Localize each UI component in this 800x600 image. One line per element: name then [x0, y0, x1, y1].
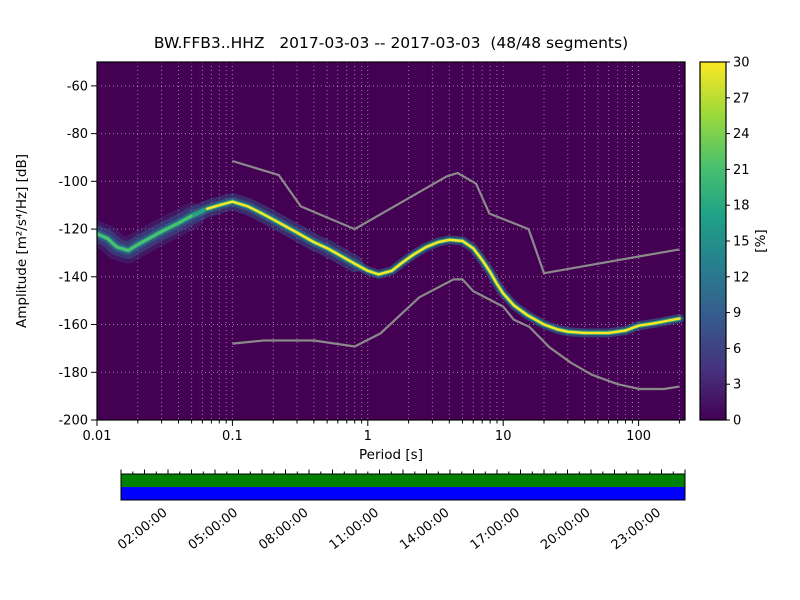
plot-content: [97, 159, 684, 391]
y-tick-label: -180: [58, 366, 88, 381]
nhnm-noise-model-line: [232, 159, 680, 275]
colorbar-tick-label: 24: [733, 127, 750, 142]
timeline-tick-label: 05:00:00: [186, 505, 241, 553]
chart-title: BW.FFB3..HHZ 2017-03-03 -- 2017-03-03 (4…: [154, 34, 628, 52]
colorbar-tick-label: 12: [733, 270, 750, 285]
timeline-stripe-bottom: [121, 487, 685, 500]
x-tick-label: 0.1: [222, 429, 243, 444]
colorbar-tick-label: 3: [733, 378, 741, 393]
x-tick-label: 100: [626, 429, 651, 444]
ppsd-band-layer-5: [97, 214, 193, 252]
x-axis-title: Period [s]: [359, 447, 423, 463]
timeline-tick-label: 08:00:00: [256, 505, 311, 553]
timeline-bar: 02:00:00 05:00:00 08:00:00 11:00:00 14:00:00…: [115, 469, 686, 553]
plot-background: [97, 62, 685, 420]
y-tick-label: -100: [58, 175, 88, 190]
y-tick-label: -60: [67, 79, 88, 94]
x-tick-label: 10: [495, 429, 512, 444]
colorbar-title: [%]: [753, 229, 769, 252]
colorbar-tick-label: 18: [733, 199, 750, 214]
chart-dynamic-layer: 0.01 0.1 1 10 100-60-80-100-120-140-160-180-…: [58, 56, 749, 554]
plot-frame: [96, 61, 686, 421]
colorbar-tick-label: 0: [733, 414, 741, 429]
colorbar-tick-label: 27: [733, 91, 750, 106]
timeline-tick-label: 02:00:00: [115, 505, 170, 553]
x-tick-label: 1: [364, 429, 372, 444]
timeline-tick-label: 11:00:00: [327, 505, 382, 553]
colorbar-tick-label: 15: [733, 235, 750, 250]
timeline-stripe-top: [121, 474, 685, 487]
timeline-tick-label: 14:00:00: [397, 505, 452, 553]
timeline-tick-label: 20:00:00: [538, 505, 593, 553]
timeline-tick-label: 17:00:00: [468, 505, 523, 553]
y-tick-label: -80: [67, 127, 88, 142]
colorbar-tick-label: 9: [733, 306, 741, 321]
y-tick-label: -140: [58, 270, 88, 285]
x-axis-major-ticks: 0.01 0.1 1 10 100: [83, 420, 651, 444]
colorbar-tick-label: 6: [733, 342, 741, 357]
y-tick-label: -200: [58, 414, 88, 429]
colorbar-gradient: [699, 61, 727, 421]
nlnm-noise-model-line: [232, 278, 680, 391]
colorbar-tick-label: 21: [733, 163, 750, 178]
x-axis-minor-ticks: [137, 420, 680, 424]
y-tick-label: -120: [58, 223, 88, 238]
timeline-tick-label: 23:00:00: [609, 505, 664, 553]
x-tick-label: 0.01: [83, 429, 112, 444]
y-axis-title: Amplitude [m²/s⁴/Hz] [dB]: [14, 154, 30, 328]
colorbar: 0 3 6 9 12 15 18 21 24 27 30: [699, 56, 750, 429]
y-tick-label: -160: [58, 318, 88, 333]
ppsd-band-layer-4: [205, 200, 681, 335]
colorbar-tick-label: 30: [733, 56, 750, 71]
y-axis-ticks: -60 -80 -100 -120 -140 -160 -180 -200: [58, 79, 97, 429]
